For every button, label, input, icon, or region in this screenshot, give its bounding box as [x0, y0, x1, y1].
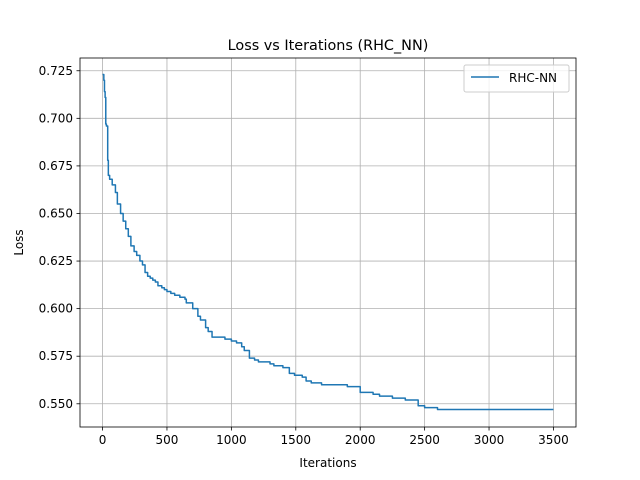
- y-tick-label: 0.700: [39, 111, 73, 125]
- y-tick-label: 0.675: [39, 159, 73, 173]
- y-tick-label: 0.550: [39, 397, 73, 411]
- x-tick-label: 1500: [281, 433, 312, 447]
- x-tick-label: 3000: [474, 433, 505, 447]
- x-tick-label: 0: [99, 433, 107, 447]
- y-tick-label: 0.725: [39, 64, 73, 78]
- y-tick-label: 0.575: [39, 349, 73, 363]
- grid: [80, 58, 576, 427]
- y-axis-ticks: 0.550 0.575 0.600 0.625 0.650 0.675 0.700 0.725: [39, 64, 80, 411]
- x-tick-label: 500: [156, 433, 179, 447]
- legend-label-rhc-nn: RHC-NN: [509, 71, 557, 85]
- x-axis-label: Iterations: [299, 456, 356, 470]
- y-axis-label: Loss: [12, 229, 26, 255]
- chart-title: Loss vs Iterations (RHC_NN): [228, 38, 429, 54]
- x-tick-label: 3500: [538, 433, 569, 447]
- legend-box: [463, 64, 570, 93]
- x-tick-label: 1000: [216, 433, 247, 447]
- series-group: [102, 73, 554, 411]
- legend: RHC-NN: [463, 64, 570, 93]
- x-axis-ticks: 0 500 1000 1500 2000 2500 3000 3500: [99, 427, 569, 447]
- y-tick-label: 0.650: [39, 206, 73, 220]
- y-tick-label: 0.625: [39, 254, 73, 268]
- y-tick-label: 0.600: [39, 302, 73, 316]
- series-line-rhc-nn: [102, 73, 554, 411]
- x-tick-label: 2000: [345, 433, 376, 447]
- plot-frame: [79, 57, 577, 428]
- x-tick-label: 2500: [409, 433, 440, 447]
